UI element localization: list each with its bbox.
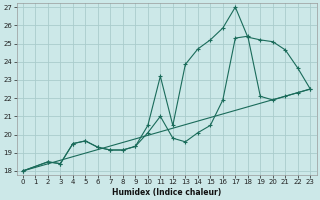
X-axis label: Humidex (Indice chaleur): Humidex (Indice chaleur) bbox=[112, 188, 221, 197]
